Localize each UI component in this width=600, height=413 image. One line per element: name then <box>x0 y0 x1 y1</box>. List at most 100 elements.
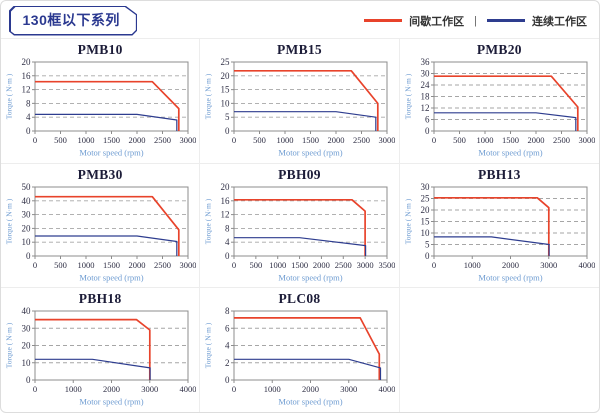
chart-grid: PMB10 0 4 8 12 16 20 0 500 1000 1500 2000 2500 3000 T… <box>1 38 599 412</box>
svg-text:Torque ( N·m ): Torque ( N·m ) <box>5 198 14 244</box>
svg-text:1500: 1500 <box>103 135 120 145</box>
svg-text:18: 18 <box>421 92 431 102</box>
svg-text:20: 20 <box>22 223 32 233</box>
svg-text:4: 4 <box>26 112 31 122</box>
svg-text:16: 16 <box>22 71 32 81</box>
svg-text:2500: 2500 <box>335 260 352 270</box>
svg-text:25: 25 <box>221 57 231 67</box>
chart-title-pbh18: PBH18 <box>78 291 122 307</box>
svg-text:15: 15 <box>221 85 231 95</box>
svg-text:500: 500 <box>54 135 67 145</box>
svg-text:1000: 1000 <box>78 260 95 270</box>
svg-text:Motor speed (rpm): Motor speed (rpm) <box>479 272 543 282</box>
svg-text:30: 30 <box>421 182 431 192</box>
chart-pmb15: PMB15 0 5 10 15 20 25 0 500 1000 1500 2000 2500 3000… <box>200 39 398 158</box>
svg-text:4: 4 <box>225 341 230 351</box>
svg-text:3000: 3000 <box>379 135 396 145</box>
svg-text:1000: 1000 <box>65 384 82 394</box>
svg-text:3000: 3000 <box>541 260 558 270</box>
svg-text:12: 12 <box>221 209 230 219</box>
svg-text:40: 40 <box>22 195 32 205</box>
torque-speed-plot-plc08: 0 2 4 6 8 0 1000 2000 3000 4000 Torque ( N·m ) Moto… <box>204 306 396 407</box>
svg-text:1000: 1000 <box>464 260 481 270</box>
svg-text:20: 20 <box>421 205 431 215</box>
svg-text:1000: 1000 <box>270 260 287 270</box>
chart-title-pmb30: PMB30 <box>77 166 123 182</box>
svg-text:2: 2 <box>225 358 230 368</box>
svg-text:500: 500 <box>254 135 267 145</box>
torque-speed-plot-pmb15: 0 5 10 15 20 25 0 500 1000 1500 2000 2500 3000 Torque… <box>204 57 396 158</box>
svg-text:5: 5 <box>425 239 430 249</box>
svg-text:10: 10 <box>221 98 231 108</box>
svg-text:0: 0 <box>33 260 37 270</box>
chart-pbh13: PBH13 0 5 10 15 20 25 30 0 1000 2000 3000 4000 Torqu… <box>400 164 599 283</box>
svg-text:2000: 2000 <box>103 384 120 394</box>
chart-pmb30: PMB30 0 10 20 30 40 50 0 500 1000 1500 2000 2500 300… <box>1 164 199 283</box>
svg-text:2000: 2000 <box>302 384 319 394</box>
svg-text:0: 0 <box>225 375 230 385</box>
svg-text:1000: 1000 <box>264 384 281 394</box>
cell-pmb10: PMB10 0 4 8 12 16 20 0 500 1000 1500 2000 2500 3000 T… <box>1 38 201 163</box>
svg-text:20: 20 <box>22 57 32 67</box>
svg-text:0: 0 <box>26 251 31 261</box>
svg-text:3000: 3000 <box>341 384 358 394</box>
chart-plc08: PLC08 0 2 4 6 8 0 1000 2000 3000 4000 Torque ( N·m… <box>200 288 398 407</box>
svg-text:Torque ( N·m ): Torque ( N·m ) <box>404 198 413 244</box>
chart-pbh09: PBH09 0 4 8 12 16 20 0 500 1000 1500 2000 2500 3000 3… <box>200 164 398 283</box>
svg-text:2000: 2000 <box>313 260 330 270</box>
svg-text:0: 0 <box>432 260 436 270</box>
svg-text:2500: 2500 <box>154 135 171 145</box>
series-title: 130框以下系列 <box>11 7 136 34</box>
svg-text:2000: 2000 <box>328 135 345 145</box>
svg-text:500: 500 <box>453 135 466 145</box>
svg-text:20: 20 <box>221 182 231 192</box>
cell-empty <box>399 287 599 412</box>
svg-text:1500: 1500 <box>292 260 309 270</box>
svg-text:4000: 4000 <box>579 260 596 270</box>
header: 130框以下系列 间歇工作区 | 连续工作区 <box>1 1 599 38</box>
legend-separator: | <box>474 14 477 27</box>
svg-text:4: 4 <box>225 237 230 247</box>
legend-item-intermittent: 间歇工作区 <box>364 13 464 29</box>
svg-text:10: 10 <box>22 358 32 368</box>
svg-text:Torque ( N·m ): Torque ( N·m ) <box>404 73 413 119</box>
intermittent-line-swatch <box>364 19 403 22</box>
svg-text:0: 0 <box>232 135 236 145</box>
chart-title-plc08: PLC08 <box>278 291 321 307</box>
svg-text:8: 8 <box>225 223 230 233</box>
svg-text:12: 12 <box>22 85 31 95</box>
svg-text:Torque ( N·m ): Torque ( N·m ) <box>204 323 213 369</box>
svg-text:3500: 3500 <box>379 260 396 270</box>
svg-text:50: 50 <box>22 182 32 192</box>
svg-text:30: 30 <box>22 324 32 334</box>
chart-title-pbh13: PBH13 <box>477 166 521 182</box>
svg-text:30: 30 <box>421 69 431 79</box>
svg-text:12: 12 <box>421 103 430 113</box>
svg-text:1500: 1500 <box>302 135 319 145</box>
svg-text:25: 25 <box>421 193 431 203</box>
svg-text:20: 20 <box>221 71 231 81</box>
svg-text:5: 5 <box>225 112 230 122</box>
svg-text:2000: 2000 <box>129 135 146 145</box>
svg-text:0: 0 <box>225 126 230 136</box>
svg-text:Torque ( N·m ): Torque ( N·m ) <box>204 198 213 244</box>
svg-text:2500: 2500 <box>553 135 570 145</box>
cell-pbh18: PBH18 0 10 20 30 40 0 1000 2000 3000 4000 Torque (… <box>1 287 201 412</box>
svg-text:3000: 3000 <box>141 384 158 394</box>
svg-text:0: 0 <box>26 126 31 136</box>
svg-text:2500: 2500 <box>154 260 171 270</box>
svg-text:Motor speed (rpm): Motor speed (rpm) <box>279 148 343 158</box>
svg-text:3000: 3000 <box>579 135 596 145</box>
svg-text:1500: 1500 <box>103 260 120 270</box>
chart-pmb20: PMB20 0 6 12 18 24 30 36 0 500 1000 1500 2000 2500 30… <box>400 39 599 158</box>
svg-text:0: 0 <box>425 251 430 261</box>
svg-text:Motor speed (rpm): Motor speed (rpm) <box>80 397 144 407</box>
chart-title-pmb10: PMB10 <box>77 42 123 57</box>
svg-text:0: 0 <box>33 135 37 145</box>
svg-text:2000: 2000 <box>129 260 146 270</box>
svg-text:4000: 4000 <box>379 384 396 394</box>
svg-text:0: 0 <box>432 135 436 145</box>
